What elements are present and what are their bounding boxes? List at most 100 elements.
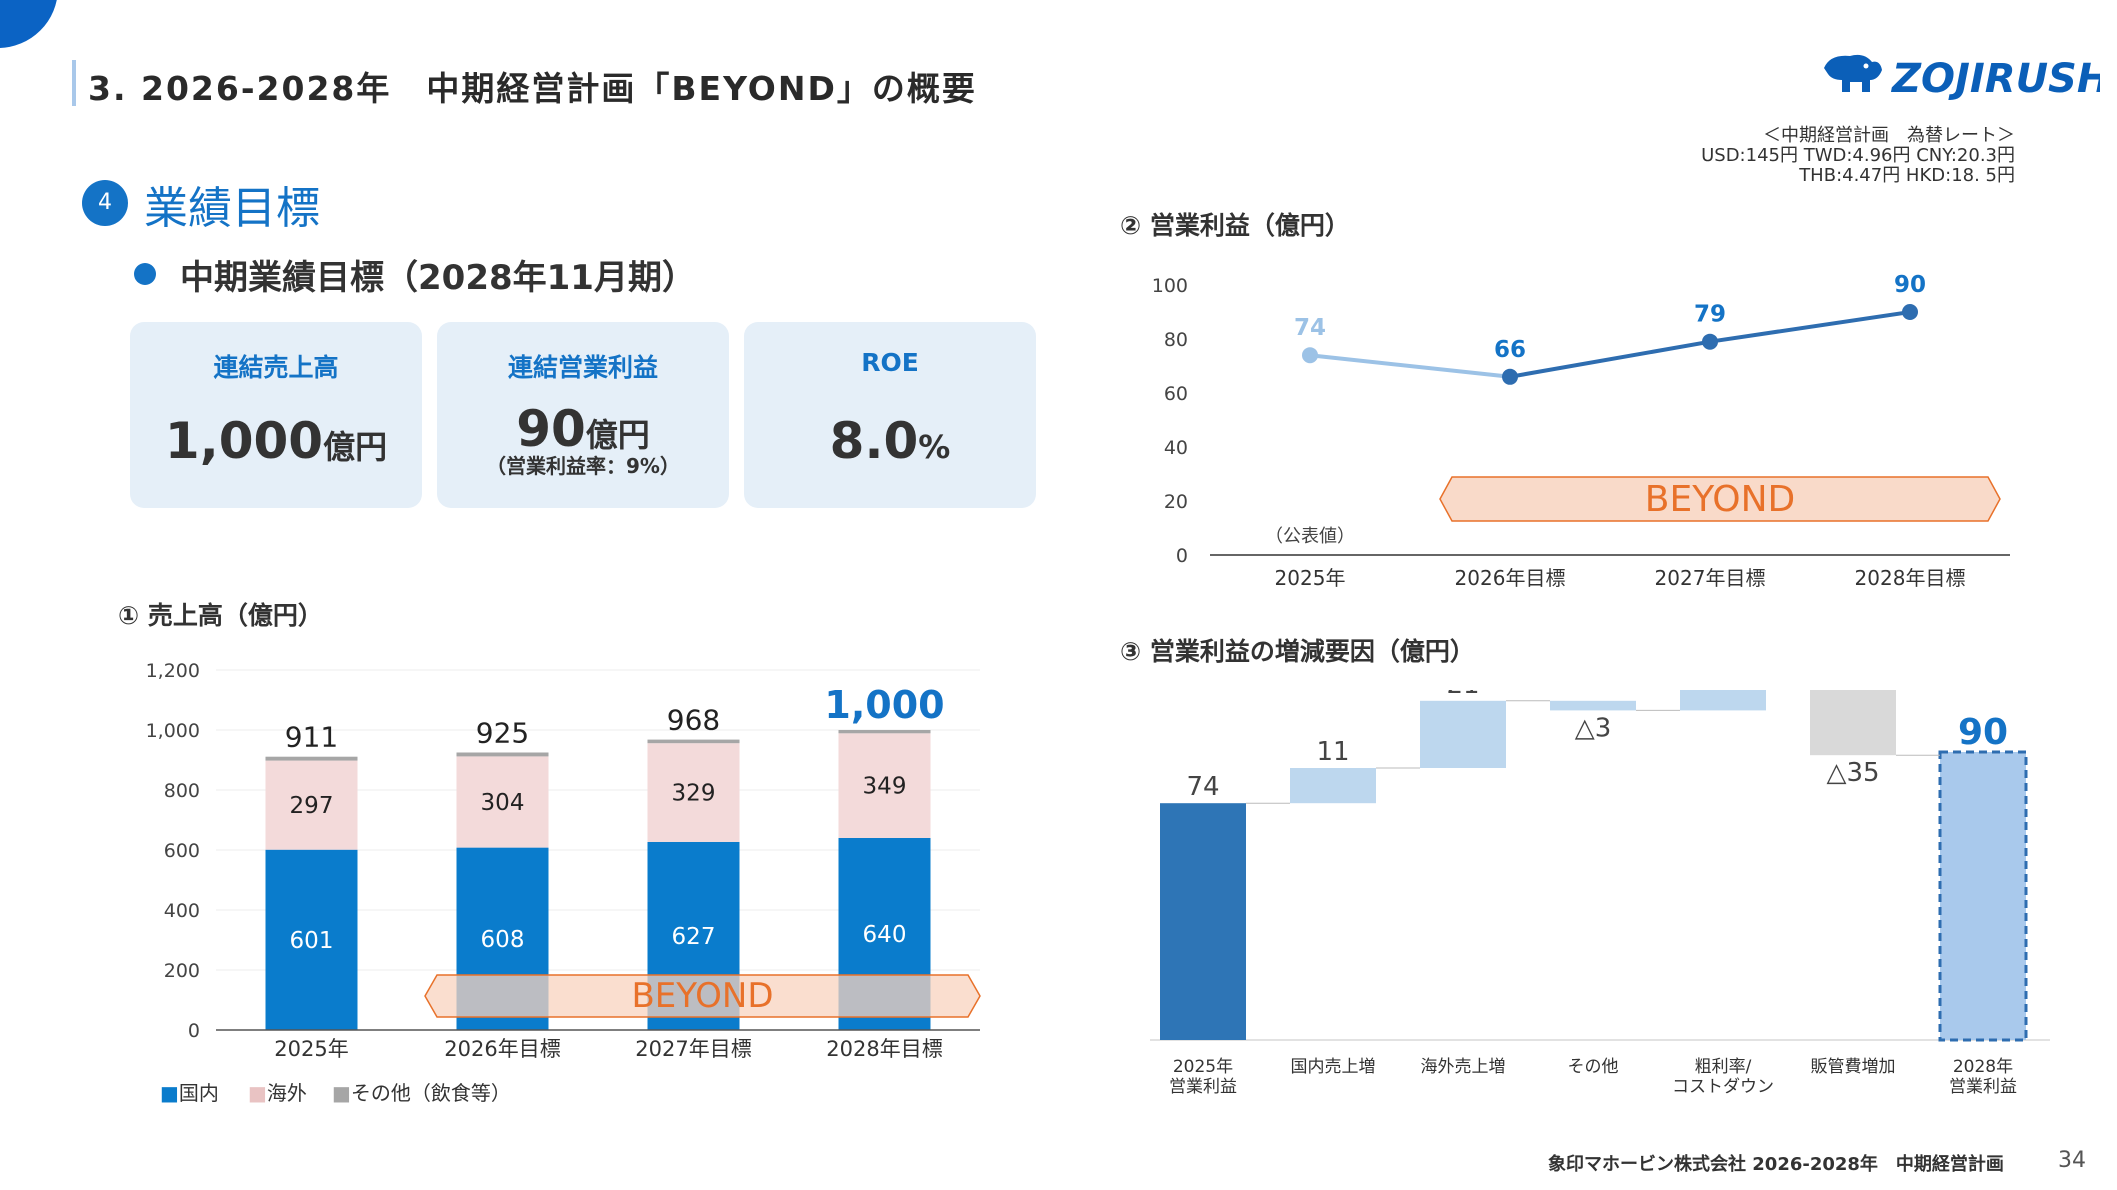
- kpi-unit: 億円: [323, 428, 388, 466]
- data-label: 601: [290, 928, 334, 954]
- kpi-number: 8.0: [829, 412, 919, 470]
- waterfall-bar: [1938, 750, 2028, 1042]
- x-tick-label: 2027年目標: [1655, 566, 1766, 590]
- bar-segment: [647, 739, 740, 744]
- x-tick-label: その他: [1568, 1057, 1619, 1077]
- footer-company: 象印マホービン株式会社 2026-2028年 中期経営計画: [1548, 1154, 2004, 1175]
- data-label: 329: [672, 781, 716, 807]
- fx-rate-note: ＜中期経営計画 為替レート＞ USD:145円 TWD:4.96円 CNY:20…: [1701, 126, 2015, 186]
- operating-profit-line-chart: 0 20 40 60 80 100 BEYOND 74 2025年 66 2026年目標 79 2027…: [1152, 272, 2010, 590]
- data-label: 349: [863, 774, 907, 800]
- waterfall-bar: [1680, 690, 1766, 711]
- kpi-note: （営業利益率：9%）: [486, 454, 680, 478]
- section-title: 業績目標: [144, 183, 320, 234]
- y-tick-label: 100: [1152, 275, 1188, 297]
- data-label: 11: [1316, 737, 1349, 767]
- bar-segment: [265, 760, 358, 850]
- y-tick-label: 600: [164, 840, 200, 862]
- data-point: [1502, 368, 1518, 385]
- kpi-value: 1,000億円: [130, 412, 422, 470]
- x-tick-label: 2025年営業利益: [1169, 1057, 1237, 1097]
- beyond-label: BEYOND: [631, 976, 773, 1016]
- operating-profit-waterfall-chart: 742025年営業利益11国内売上増21海外売上増△3その他21粗利率/コストダ…: [1150, 690, 2050, 1097]
- legend-item: ■海外: [248, 1081, 307, 1105]
- x-tick-label: 2028年営業利益: [1949, 1057, 2017, 1097]
- svg-text:ZOJIRUSHI: ZOJIRUSHI: [1890, 56, 2100, 102]
- x-tick-label: 2025年: [1275, 566, 1346, 590]
- total-label: 1,000: [824, 683, 944, 727]
- data-label: 21: [1446, 690, 1479, 700]
- waterfall-chart-title: ③ 営業利益の増減要因（億円）: [1120, 637, 1475, 666]
- fx-line-2: THB:4.47円 HKD:18. 5円: [1799, 165, 2015, 186]
- y-tick-label: 400: [164, 900, 200, 922]
- y-tick-label: 80: [1164, 329, 1188, 351]
- y-tick-label: 60: [1164, 383, 1188, 405]
- y-tick-label: 0: [188, 1020, 200, 1042]
- zojirushi-logo: ZOJIRUSHI: [1824, 54, 2100, 102]
- x-tick-label: 海外売上増: [1421, 1057, 1506, 1077]
- data-label: △3: [1575, 713, 1612, 743]
- bar-segment: [838, 730, 931, 734]
- bar-segment: [838, 733, 931, 838]
- fx-heading: ＜中期経営計画 為替レート＞: [1763, 125, 2015, 146]
- y-tick-label: 200: [164, 960, 200, 982]
- x-tick-label: 粗利率/コストダウン: [1672, 1057, 1774, 1097]
- data-label: 79: [1694, 302, 1726, 328]
- data-label: 74: [1294, 315, 1326, 341]
- x-tick-label: 2028年目標: [826, 1037, 942, 1061]
- data-label: 640: [863, 922, 907, 948]
- kpi-card-sales: 連結売上高 1,000億円: [130, 322, 422, 508]
- y-tick-label: 40: [1164, 437, 1188, 459]
- data-label: 627: [672, 924, 716, 950]
- waterfall-bar: [1810, 690, 1896, 756]
- y-tick-label: 20: [1164, 491, 1188, 513]
- y-tick-label: 0: [1176, 545, 1188, 567]
- x-tick-label: 国内売上増: [1291, 1057, 1376, 1077]
- profit-chart-title: ② 営業利益（億円）: [1120, 211, 1350, 240]
- kpi-number: 1,000: [164, 412, 324, 470]
- section-number-badge: 4: [82, 180, 128, 226]
- kpi-unit: 億円: [585, 416, 650, 454]
- bullet-heading: 中期業績目標（2028年11月期）: [180, 258, 696, 298]
- data-label: 66: [1494, 337, 1526, 363]
- page-number: 34: [2058, 1148, 2086, 1173]
- waterfall-bar: [1550, 700, 1636, 711]
- beyond-banner: [1439, 476, 2001, 522]
- corner-decoration: [0, 0, 58, 48]
- x-tick-label: 2026年目標: [444, 1037, 560, 1061]
- title-accent-bar: [72, 60, 76, 106]
- series-line-plan: [1509, 339, 1711, 379]
- elephant-logo-icon: [1824, 54, 1882, 92]
- data-label: 608: [481, 927, 525, 953]
- kpi-number: 90: [516, 400, 586, 458]
- data-point: [1902, 304, 1918, 320]
- total-label: 968: [667, 704, 720, 737]
- x-tick-label: 販管費増加: [1811, 1057, 1896, 1077]
- kpi-value: 90億円: [437, 400, 729, 458]
- annotation-published: （公表値）: [1265, 526, 1355, 547]
- data-label: 90: [1894, 272, 1926, 298]
- kpi-label: ROE: [861, 348, 919, 377]
- y-tick-label: 1,200: [146, 660, 200, 682]
- series-line-plan: [1709, 310, 1911, 344]
- data-label: 90: [1958, 712, 2008, 753]
- y-tick-label: 1,000: [146, 720, 200, 742]
- kpi-card-roe: ROE 8.0%: [744, 322, 1036, 508]
- x-tick-label: 2025年: [274, 1037, 348, 1061]
- total-label: 911: [285, 721, 338, 754]
- bullet-icon: [134, 263, 156, 285]
- data-point: [1702, 333, 1718, 350]
- kpi-label: 連結売上高: [213, 353, 339, 382]
- kpi-card-operating-profit: 連結営業利益 90億円 （営業利益率：9%）: [437, 322, 729, 508]
- sales-stacked-bar-chart: 0 200 400 600 800 1,000 1,200 601 297 911 2025年 608…: [146, 660, 981, 1105]
- bar-segment: [456, 752, 549, 757]
- waterfall-bar: [1290, 768, 1376, 804]
- data-label: △35: [1826, 758, 1879, 788]
- bar-segment: [265, 849, 358, 1030]
- total-label: 925: [476, 717, 529, 750]
- sales-chart-title: ① 売上高（億円）: [118, 601, 323, 630]
- bar-segment: [265, 756, 358, 761]
- kpi-unit: %: [918, 428, 951, 466]
- data-label: 297: [290, 793, 334, 819]
- fx-line-1: USD:145円 TWD:4.96円 CNY:20.3円: [1701, 145, 2015, 166]
